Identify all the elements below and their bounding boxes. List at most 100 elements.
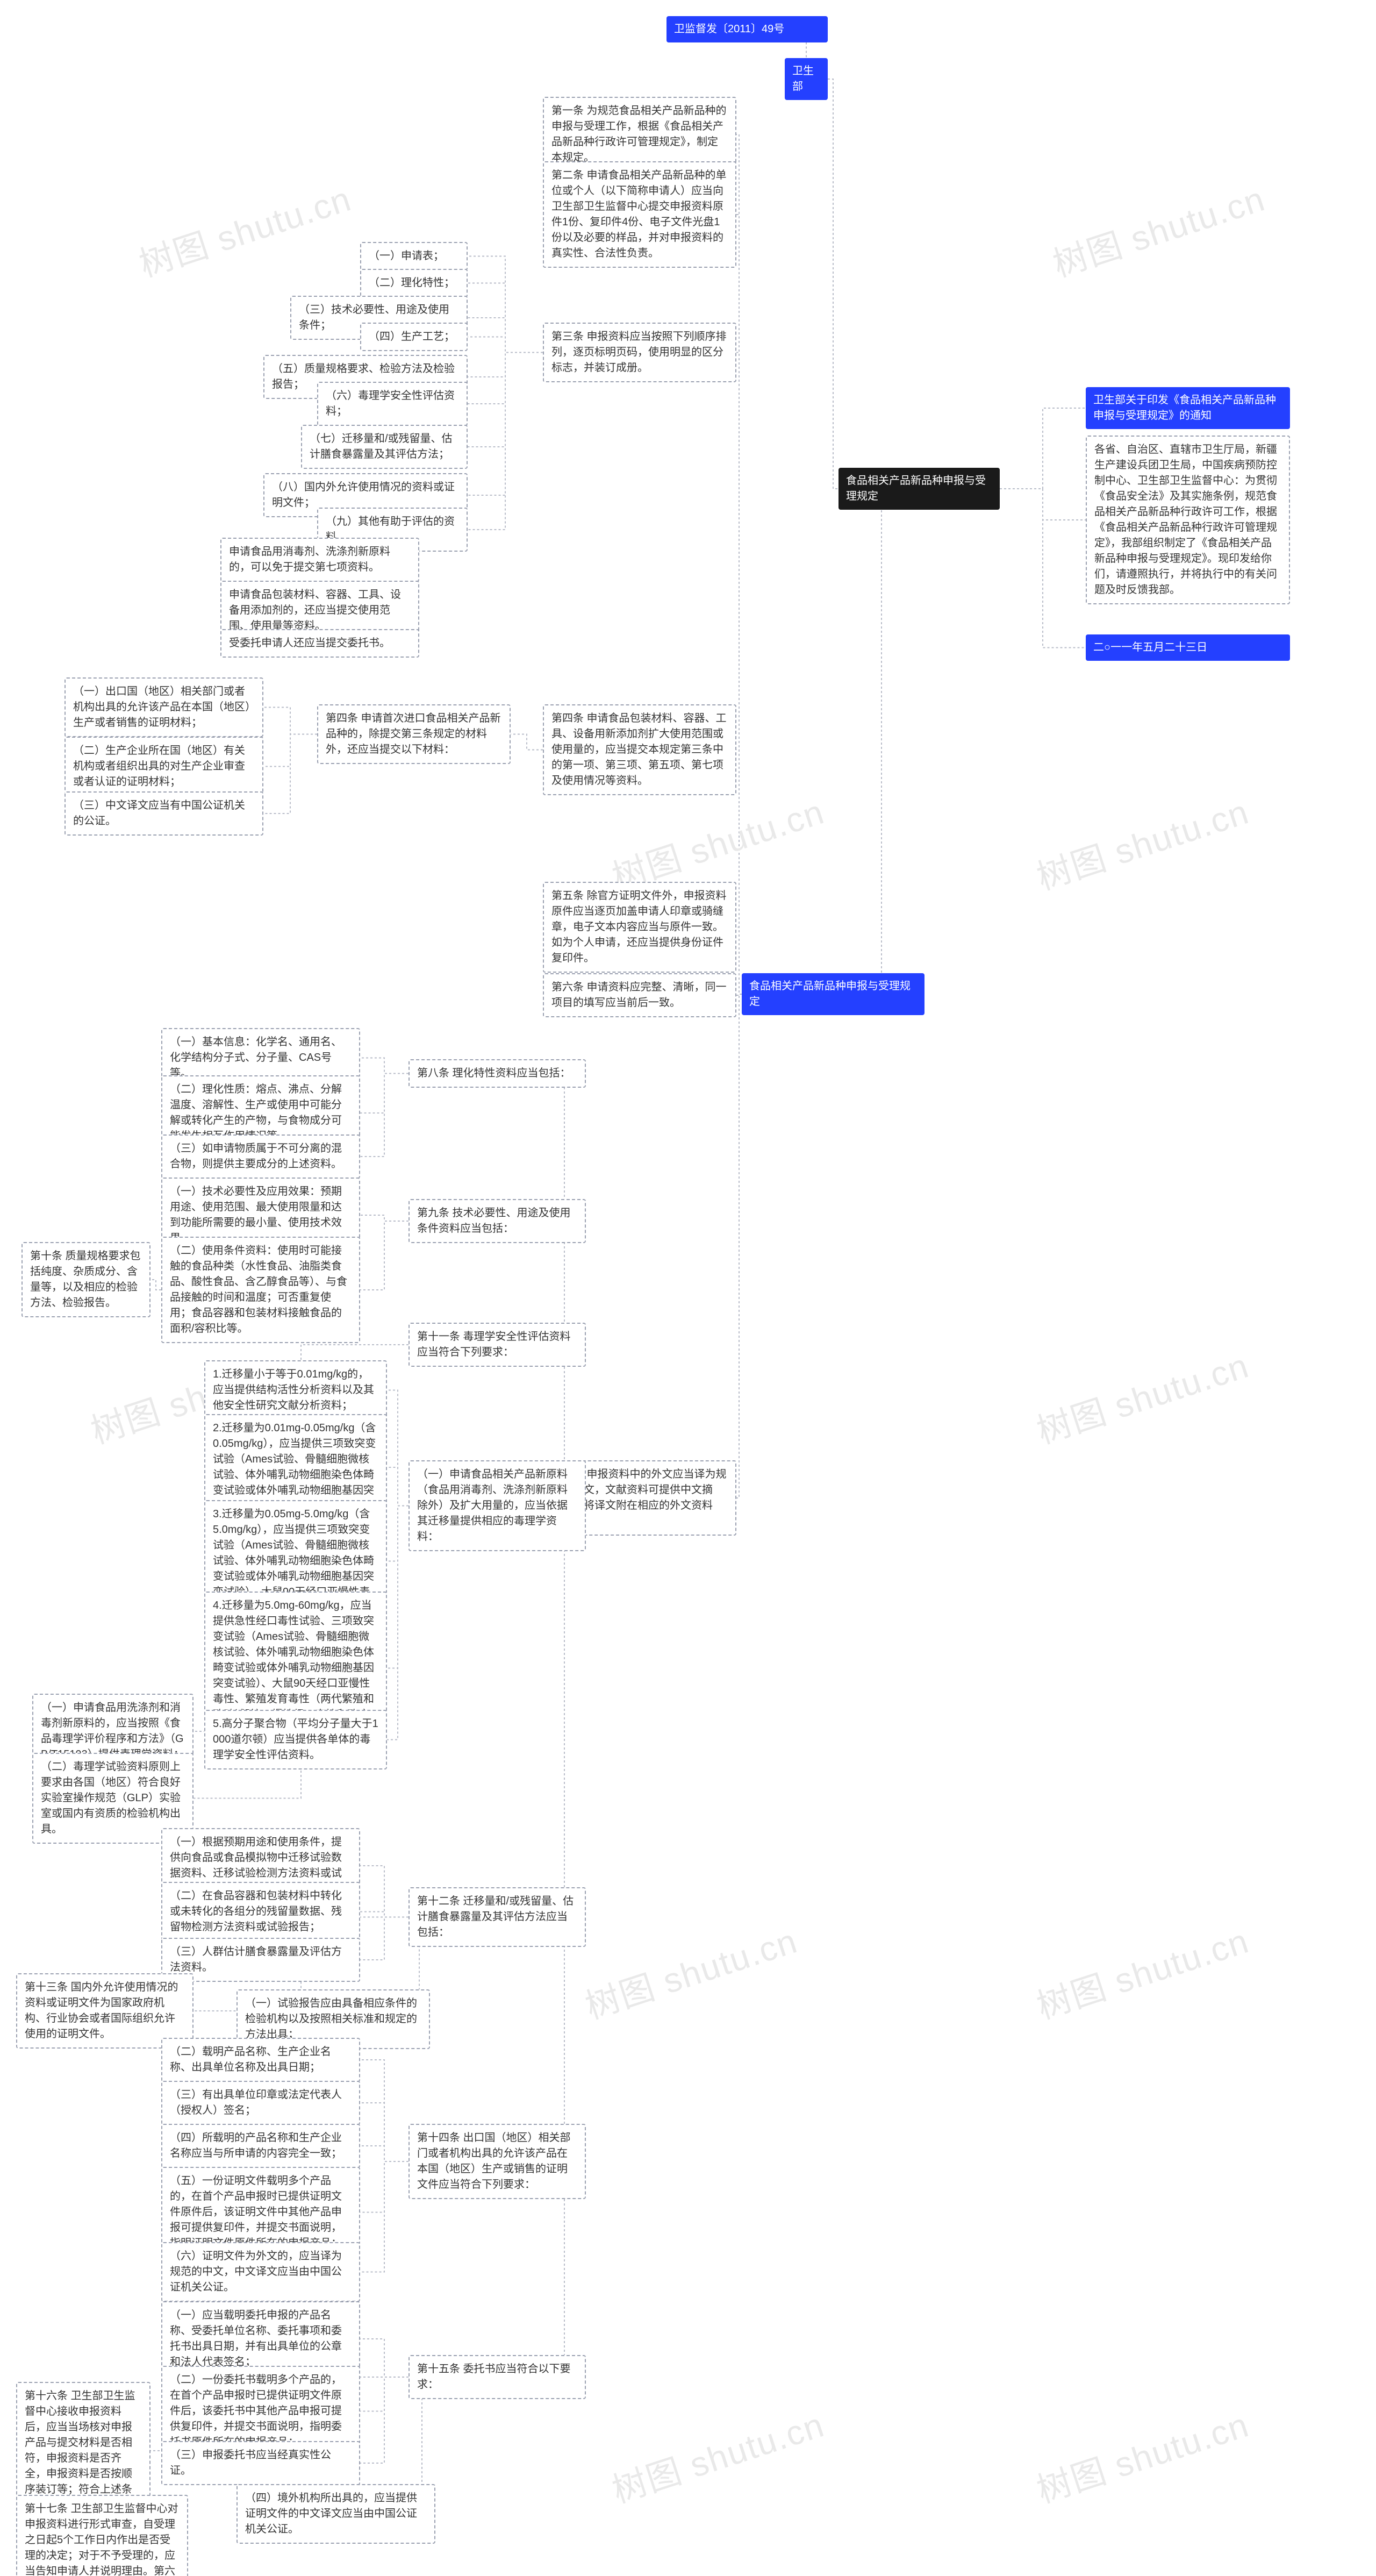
connector (736, 927, 742, 995)
connector (360, 2161, 408, 2213)
connector (387, 1506, 408, 1740)
connector (543, 1498, 586, 2161)
connector (543, 1498, 586, 1917)
connector (360, 1917, 408, 1960)
mindmap-node[interactable]: 食品相关产品新品种申报与受理规定 (742, 973, 924, 1015)
mindmap-node[interactable]: （六）毒理学安全性评估资料； (317, 382, 468, 426)
mindmap-node[interactable]: 第十一条 毒理学安全性评估资料应当符合下列要求： (408, 1323, 586, 1367)
mindmap-node[interactable]: （三）有出具单位印章或法定代表人（授权人）签名； (161, 2081, 360, 2125)
mindmap-node[interactable]: （三）如申请物质属于不可分离的混合物，则提供主要成分的上述资料。 (161, 1134, 360, 1179)
mindmap-node[interactable]: 食品相关产品新品种申报与受理规定 (838, 468, 1000, 510)
connector (736, 353, 742, 995)
connector (360, 1215, 408, 1221)
connector (736, 994, 742, 1498)
mindmap-node[interactable]: 第九条 技术必要性、用途及使用条件资料应当包括： (408, 1199, 586, 1243)
mindmap-node[interactable]: （二）在食品容器和包装材料中转化或未转化的各组分的残留量数据、残留物检测方法资料… (161, 1882, 360, 1942)
watermark: 树图 shutu.cn (1030, 2397, 1255, 2513)
connector (360, 2161, 408, 2272)
connector (828, 79, 838, 489)
watermark: 树图 shutu.cn (1046, 172, 1271, 287)
connector (263, 708, 317, 734)
watermark: 树图 shutu.cn (578, 1914, 803, 2029)
watermark: 树图 shutu.cn (605, 2397, 830, 2513)
mindmap-node[interactable]: 卫生部 (785, 58, 828, 100)
mindmap-node[interactable]: （四）生产工艺； (360, 323, 468, 351)
connector (387, 1506, 408, 1668)
connector (838, 489, 924, 994)
connector (360, 2339, 408, 2377)
connector (360, 1912, 408, 1917)
connector (468, 353, 543, 377)
connector (468, 353, 543, 447)
connector (543, 1074, 586, 1498)
connector (360, 1074, 408, 1157)
mindmap-node[interactable]: 5.高分子聚合物（平均分子量大于1000道尔顿）应当提供各单体的毒理学安全性评估… (204, 1710, 387, 1769)
mindmap-node[interactable]: （六）证明文件为外文的，应当译为规范的中文，中文译文应当由中国公证机关公证。 (161, 2242, 360, 2302)
connector (468, 353, 543, 530)
mindmap-node[interactable]: （二）生产企业所在国（地区）有关机构或者组织出具的对生产企业审查或者认证的证明材… (64, 737, 263, 796)
mindmap-node[interactable]: 第十七条 卫生部卫生监督中心对申报资料进行形式审查，自受理之日起5个工作日内作出… (16, 2495, 188, 2576)
connector (360, 1221, 408, 1290)
connector (468, 318, 543, 353)
mindmap-node[interactable]: （四）所载明的产品名称和生产企业名称应当与所申请的内容完全一致； (161, 2124, 360, 2168)
connector (387, 1467, 408, 1506)
mindmap-node[interactable]: 第十二条 迁移量和/或残留量、估计膳食暴露量及其评估方法应当包括： (408, 1887, 586, 1947)
mindmap-node[interactable]: 第八条 理化特性资料应当包括： (408, 1059, 586, 1088)
mindmap-node[interactable]: （四）境外机构所出具的，应当提供证明文件的中文译文应当由中国公证机关公证。 (236, 2484, 435, 2544)
mindmap-node[interactable]: 1.迁移量小于等于0.01mg/kg的，应当提供结构活性分析资料以及其他安全性研… (204, 1360, 387, 1420)
connector (360, 2060, 408, 2161)
mindmap-node[interactable]: 第三条 申报资料应当按照下列顺序排列，逐页标明页码，使用明显的区分标志，并装订成… (543, 323, 736, 382)
mindmap-node[interactable]: 卫监督发〔2011〕49号 (666, 16, 828, 42)
mindmap-node[interactable]: 第十五条 委托书应当符合以下要求： (408, 2355, 586, 2399)
connector (736, 215, 742, 994)
connector (360, 2146, 408, 2161)
mindmap-node[interactable]: （二）理化特性； (360, 269, 468, 297)
mindmap-node[interactable]: 第十条 质量规格要求包括纯度、杂质成分、含量等，以及相应的检验方法、检验报告。 (22, 1242, 150, 1317)
mindmap-node[interactable]: 受委托申请人还应当提交委托书。 (220, 629, 419, 658)
connector (150, 1280, 161, 1290)
mindmap-node[interactable]: 第四条 申请食品包装材料、容器、工具、设备用新添加剂扩大使用范围或使用量的，应当… (543, 704, 736, 795)
mindmap-node[interactable]: （一）申请表； (360, 242, 468, 270)
connector (1000, 489, 1086, 520)
connector (263, 734, 317, 767)
mindmap-node[interactable]: （三）中文译文应当有中国公证机关的公证。 (64, 791, 263, 836)
connector (263, 734, 317, 814)
connector (387, 1506, 408, 1561)
connector (468, 283, 543, 353)
connector (360, 2103, 408, 2161)
mindmap-node[interactable]: 各省、自治区、直辖市卫生厅局，新疆生产建设兵团卫生局，中国疾病预防控制中心、卫生… (1086, 436, 1290, 604)
mindmap-node[interactable]: 二○一一年五月二十三日 (1086, 634, 1290, 661)
watermark: 树图 shutu.cn (1030, 1914, 1255, 2029)
connector (360, 1058, 408, 1074)
connector (360, 1074, 408, 1114)
mindmap-node[interactable]: 第一条 为规范食品相关产品新品种的申报与受理工作，根据《食品相关产品新品种行政许… (543, 97, 736, 172)
connector (387, 1390, 408, 1506)
connector (360, 2377, 408, 2411)
mindmap-node[interactable]: （一）申请食品相关产品新原料（食品用消毒剂、洗涤剂新原料除外）及扩大用量的，应当… (408, 1460, 586, 1551)
mindmap-node[interactable]: （一）出口国（地区）相关部门或者机构出具的允许该产品在本国（地区）生产或者销售的… (64, 677, 263, 737)
connector (511, 734, 543, 750)
connector (360, 2377, 408, 2463)
connector (736, 134, 742, 994)
mindmap-node[interactable]: （三）申报委托书应当经真实性公证。 (161, 2441, 360, 2485)
connector (736, 750, 742, 995)
mindmap-stage: 树图 shutu.cn 树图 shutu.cn 树图 shutu.cn 树图 shut… (0, 0, 1376, 2576)
watermark: 树图 shutu.cn (1030, 784, 1255, 900)
connector (736, 994, 742, 995)
connector (468, 353, 543, 404)
mindmap-node[interactable]: （一）应当载明委托申报的产品名称、受委托单位名称、委托事项和委托书出具日期，并有… (161, 2301, 360, 2377)
connector (468, 337, 543, 353)
mindmap-node[interactable]: （七）迁移量和/或残留量、估计膳食暴露量及其评估方法； (301, 425, 468, 469)
mindmap-node[interactable]: （二）载明产品名称、生产企业名称、出具单位名称及出具日期； (161, 2038, 360, 2082)
mindmap-node[interactable]: （二）使用条件资料：使用时可能接触的食品种类（水性食品、油脂类食品、酸性食品、含… (161, 1237, 360, 1343)
mindmap-node[interactable]: 第五条 除官方证明文件外，申报资料原件应当逐页加盖申请人印章或骑缝章，电子文本内… (543, 882, 736, 973)
connector (468, 256, 543, 353)
mindmap-node[interactable]: 卫生部关于印发《食品相关产品新品种申报与受理规定》的通知 (1086, 387, 1290, 429)
mindmap-node[interactable]: 申请食品用消毒剂、洗涤剂新原料的，可以免于提交第七项资料。 (220, 538, 419, 582)
mindmap-node[interactable]: 第四条 申请首次进口食品相关产品新品种的，除提交第三条规定的材料外，还应当提交以… (317, 704, 511, 764)
mindmap-node[interactable]: 第十三条 国内外允许使用情况的资料或证明文件为国家政府机构、行业协会或者国际组织… (16, 1973, 194, 2049)
mindmap-node[interactable]: 第六条 申请资料应完整、清晰，同一项目的填写应当前后一致。 (543, 973, 736, 1017)
mindmap-node[interactable]: 第二条 申请食品相关产品新品种的单位或个人（以下简称申请人）应当向卫生部卫生监督… (543, 161, 736, 268)
watermark: 树图 shutu.cn (132, 172, 357, 287)
mindmap-node[interactable]: 第十四条 出口国（地区）相关部门或者机构出具的允许该产品在本国（地区）生产或销售… (408, 2124, 586, 2199)
